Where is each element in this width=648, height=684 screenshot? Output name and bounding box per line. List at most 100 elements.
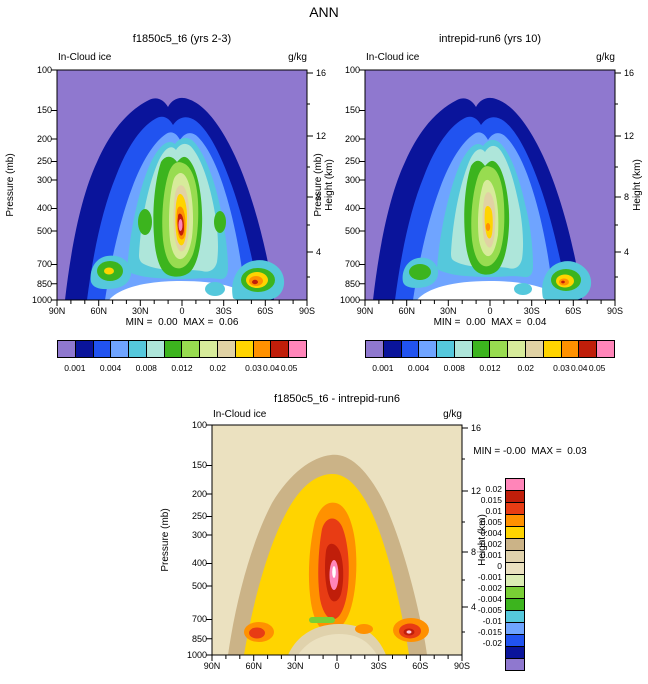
height-axis-minor-ticks (462, 458, 465, 633)
lat-tick-label: 90N (204, 661, 221, 671)
pressure-tick-label: 850 (37, 279, 52, 289)
colorbar-cell (506, 503, 524, 515)
low-level-cyan-patch (205, 282, 225, 296)
colorbar-labels: 0.001 0.004 0.008 0.012 0.02 0.03 0.04 0… (365, 363, 615, 375)
variable-label: In-Cloud ice (366, 52, 420, 63)
plot-frame (211, 424, 463, 656)
contour-field (57, 70, 307, 300)
colorbar-cell (543, 341, 562, 357)
height-tick-label: 16 (624, 68, 634, 78)
colorbar-cell (506, 599, 524, 611)
colorbar-tick-label: 0.012 (171, 363, 193, 373)
south-low-darkred (561, 280, 565, 284)
height-tick-label: 4 (471, 602, 476, 612)
colorbar-tick-label: 0.004 (407, 363, 430, 373)
colorbar-cell (506, 491, 524, 503)
pressure-tick-label: 200 (192, 489, 207, 499)
pressure-tick-label: 250 (345, 156, 360, 166)
lat-tick-label: 90N (49, 306, 66, 316)
contour-field (365, 70, 615, 300)
lat-tick-label: 0 (179, 306, 184, 316)
pressure-tick-label: 700 (192, 614, 207, 624)
panel-title: f1850c5_t6 (yrs 2-3) (132, 33, 232, 45)
colorbar-cell (129, 341, 147, 357)
colorbar-cell (490, 341, 509, 357)
pressure-tick-label: 100 (37, 65, 52, 75)
colorbar-tick-label: -0.005 (477, 605, 502, 615)
green-flank-north (138, 209, 152, 235)
pressure-axis-title: Pressure (mb) (313, 153, 324, 216)
colorbar-tick-label: 0.012 (479, 363, 501, 373)
colorbar-cell (506, 575, 524, 587)
colorbar-tick-label: -0.002 (477, 583, 502, 593)
colorbar-cell (506, 659, 524, 670)
pressure-tick-label: 150 (192, 460, 207, 470)
negative-green-patch (309, 617, 335, 623)
colorbar-cell (182, 341, 201, 357)
height-tick-label: 16 (471, 423, 481, 433)
lat-tick-label: 60N (245, 661, 262, 671)
colorbar-horizontal (57, 340, 307, 358)
height-axis-ticks (307, 72, 313, 253)
pressure-tick-label: 700 (37, 259, 52, 269)
axes: 100 150 200 250 300 400 500 700 850 1000… (313, 65, 643, 316)
panel-difference: f1850c5_t6 - intrepid-run6 In-Cloud ice … (0, 385, 648, 684)
pressure-tick-label: 250 (37, 156, 52, 166)
colorbar-cell (454, 341, 473, 357)
pressure-tick-label: 250 (192, 511, 207, 521)
colorbar-tick-label: 0.05 (588, 363, 606, 373)
pressure-tick-label: 400 (345, 203, 360, 213)
height-tick-label: 8 (624, 192, 629, 202)
height-axis-title: Height (km) (324, 159, 335, 211)
lat-tick-label: 60S (565, 306, 581, 316)
colorbar-cell (506, 551, 524, 563)
pressure-tick-label: 1000 (187, 650, 207, 660)
colorbar-tick-label: 0.02 (485, 484, 502, 494)
north-low-red (249, 627, 265, 639)
contour-band-yellow (484, 205, 493, 239)
lat-tick-label: 60S (257, 306, 273, 316)
colorbar-cell (506, 563, 524, 575)
colorbar-horizontal (365, 340, 615, 358)
colorbar-cell (506, 647, 524, 659)
latitude-axis-minor-ticks (225, 655, 449, 659)
colorbar-cell (437, 341, 455, 357)
panel-top-left: f1850c5_t6 (yrs 2-3) In-Cloud ice g/kg (0, 25, 340, 373)
lat-tick-label: 30N (132, 306, 149, 316)
minmax-label: MIN = -0.00 MAX = 0.03 (473, 446, 587, 457)
colorbar-tick-label: -0.01 (482, 616, 502, 626)
lat-tick-label: 60N (90, 306, 107, 316)
colorbar-tick-label: 0.004 (99, 363, 122, 373)
latitude-axis-ticks (56, 300, 308, 306)
contour-plot-difference: 100 150 200 250 300 400 500 700 850 1000… (160, 420, 488, 671)
contour-bands (65, 97, 285, 300)
surface-gap-cream (298, 634, 377, 655)
pressure-tick-label: 400 (192, 558, 207, 568)
variable-label: In-Cloud ice (213, 409, 267, 420)
lat-tick-label: 30S (524, 306, 540, 316)
colorbar-tick-label: 0.04 (570, 363, 588, 373)
height-tick-label: 16 (316, 68, 326, 78)
colorbar-cell (146, 341, 165, 357)
colorbar-tick-label: 0.02 (209, 363, 226, 373)
pressure-tick-label: 150 (345, 105, 360, 115)
height-axis-ticks (615, 72, 621, 253)
lat-tick-label: 30S (216, 306, 232, 316)
lat-tick-label: 90N (357, 306, 374, 316)
minmax-label: MIN = 0.00 MAX = 0.04 (433, 317, 547, 328)
plot-frame (56, 69, 308, 301)
pressure-tick-label: 500 (37, 226, 52, 236)
height-tick-label: 12 (316, 131, 326, 141)
lat-tick-label: 30S (371, 661, 387, 671)
colorbar-cell (561, 341, 580, 357)
pressure-tick-label: 100 (192, 420, 207, 430)
lat-tick-label: 0 (334, 661, 339, 671)
pressure-axis-ticks (206, 424, 212, 656)
colorbar-tick-label: 0.05 (280, 363, 298, 373)
pressure-axis-title: Pressure (mb) (5, 153, 16, 216)
colorbar-cell (506, 527, 524, 539)
colorbar-cell (289, 341, 306, 357)
lat-tick-label: 30N (440, 306, 457, 316)
units-label: g/kg (443, 409, 462, 420)
